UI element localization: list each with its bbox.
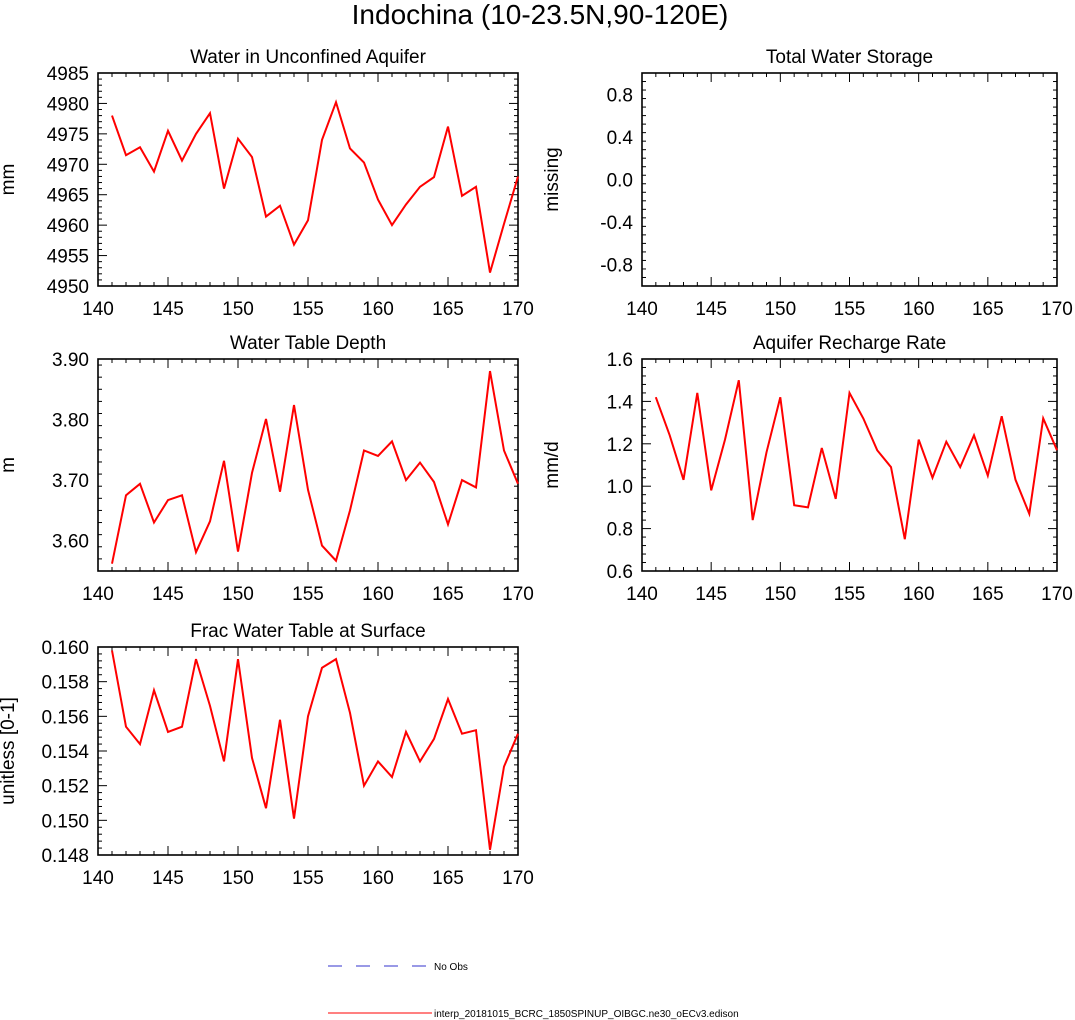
plot-frame [97,358,519,572]
y-tick-label: 3.70 [52,471,89,492]
panel-aquifer-recharge-rate: Aquifer Recharge Rate mm/d 140 145 150 155 160… [542,333,1073,605]
y-tick-label: 0.152 [41,777,89,798]
series-line [654,379,1058,540]
y-tick-label: 4985 [47,64,89,85]
plot-frame [97,72,519,287]
chart-title: Frac Water Table at Surface [190,621,426,642]
chart-title: Water Table Depth [230,333,386,354]
x-tick-label: 145 [152,584,184,605]
x-tick-label: 140 [626,299,658,320]
y-axis-label: mm/d [542,441,563,489]
y-tick-label: 1.4 [607,392,634,413]
x-tick-label: 150 [222,868,254,889]
y-tick-label: 0.8 [607,520,633,541]
x-tick-label: 145 [695,299,727,320]
x-tick-label: 165 [972,584,1004,605]
y-tick-label: 0.8 [607,85,633,106]
plot-frame [97,646,519,856]
x-tick-label: 150 [222,299,254,320]
y-tick-label: 4955 [47,247,89,268]
x-tick-label: 160 [362,868,394,889]
x-tick-label: 150 [764,299,796,320]
y-tick-label: 4950 [47,277,89,298]
x-tick-label: 140 [82,584,114,605]
panel-water-in-unconfined-aquifer: Water in Unconfined Aquifer mm 140 145 150 15… [0,47,534,320]
y-tick-label: 1.0 [607,477,633,498]
legend: No Obs interp_20181015_BCRC_1850SPINUP_O… [328,962,739,1020]
x-tick-label: 145 [152,868,184,889]
x-tick-label: 170 [502,584,534,605]
y-tick-label: 3.80 [52,411,89,432]
y-axis-label: missing [542,147,563,211]
y-tick-label: 4975 [47,125,89,146]
chart-title: Aquifer Recharge Rate [753,333,946,354]
y-tick-label: 3.90 [52,350,89,371]
y-axis-label: m [0,457,19,473]
x-tick-label: 140 [626,584,658,605]
x-tick-label: 155 [292,584,324,605]
chart-title: Water in Unconfined Aquifer [190,47,427,68]
y-tick-label: 0.156 [41,707,89,728]
panel-total-water-storage: Total Water Storage missing 140 145 150 155 16… [542,47,1073,320]
y-tick-label: 3.60 [52,532,89,553]
panel-frac-water-table-at-surface: Frac Water Table at Surface unitless [0-1… [0,621,534,889]
y-tick-label: 0.148 [41,846,89,867]
y-axis-label: mm [0,164,19,196]
x-tick-label: 165 [432,299,464,320]
x-tick-label: 170 [502,299,534,320]
x-tick-label: 165 [432,868,464,889]
series-line [111,370,519,564]
x-tick-label: 145 [695,584,727,605]
x-tick-label: 145 [152,299,184,320]
x-tick-label: 170 [1041,584,1073,605]
y-tick-label: 4960 [47,216,89,237]
x-tick-label: 165 [432,584,464,605]
plot-frame [641,72,1058,287]
y-tick-label: 1.2 [607,435,633,456]
y-tick-label: -0.4 [600,213,633,234]
y-tick-label: -0.8 [600,256,633,277]
y-tick-label: 0.160 [41,638,89,659]
y-tick-label: 0.150 [41,811,89,832]
x-tick-label: 170 [502,868,534,889]
x-tick-label: 155 [292,868,324,889]
y-tick-label: 0.4 [607,128,634,149]
x-tick-label: 150 [764,584,796,605]
legend-obs-label: No Obs [434,962,468,973]
y-tick-label: 4980 [47,94,89,115]
series-line [111,99,519,273]
y-tick-label: 0.158 [41,673,89,694]
legend-model-label: interp_20181015_BCRC_1850SPINUP_OIBGC.ne… [434,1009,739,1020]
x-tick-label: 170 [1041,299,1073,320]
y-tick-label: 0.6 [607,562,633,583]
x-tick-label: 160 [362,584,394,605]
x-tick-label: 165 [972,299,1004,320]
figure-title: Indochina (10-23.5N,90-120E) [352,0,729,30]
x-tick-label: 140 [82,299,114,320]
y-tick-label: 0.154 [41,742,89,763]
x-tick-label: 155 [834,584,866,605]
y-tick-label: 0.0 [607,171,633,192]
y-tick-label: 4965 [47,186,89,207]
x-tick-label: 150 [222,584,254,605]
y-tick-label: 4970 [47,155,89,176]
x-tick-label: 140 [82,868,114,889]
x-tick-label: 155 [834,299,866,320]
x-tick-label: 155 [292,299,324,320]
series-line [111,650,519,850]
y-axis-label: unitless [0-1] [0,697,19,805]
x-tick-label: 160 [903,584,935,605]
x-tick-label: 160 [903,299,935,320]
y-tick-label: 1.6 [607,350,633,371]
x-tick-label: 160 [362,299,394,320]
panel-water-table-depth: Water Table Depth m 140 145 150 155 160 165 170 3… [0,333,534,605]
chart-title: Total Water Storage [766,47,933,68]
